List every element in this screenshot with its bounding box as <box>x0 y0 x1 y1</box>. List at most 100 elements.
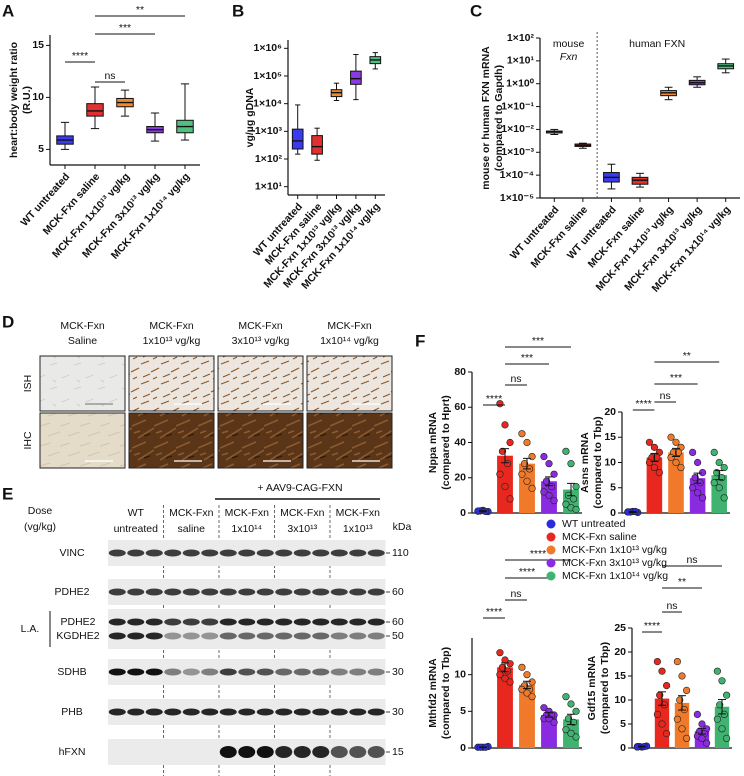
significance-label: *** <box>521 352 533 364</box>
micrograph <box>128 412 215 469</box>
y-tick-label: 1×10⁻³ <box>501 146 534 158</box>
y-tick-label: 1×10⁻² <box>501 123 534 135</box>
blot-band <box>293 668 311 676</box>
blot-band <box>367 708 385 716</box>
blot-band <box>201 618 219 626</box>
data-point <box>498 447 507 455</box>
data-point <box>528 453 536 461</box>
micrograph <box>217 355 304 412</box>
data-point <box>723 734 731 743</box>
blot-band <box>349 549 367 557</box>
significance-label: **** <box>519 566 535 578</box>
data-point <box>528 678 536 686</box>
blot-band <box>349 708 367 716</box>
blot-band <box>293 549 311 557</box>
box <box>350 70 362 85</box>
data-point <box>693 489 702 497</box>
group-label: 1x10¹³ <box>343 523 373 535</box>
blot-band <box>312 549 330 557</box>
legend-swatch <box>546 571 556 581</box>
blot-band <box>256 708 274 716</box>
group-label: 3x10¹³ <box>287 523 317 535</box>
data-point <box>550 470 558 478</box>
blot-band <box>201 549 219 557</box>
data-point <box>674 448 683 457</box>
legend-swatch <box>546 558 556 568</box>
data-point <box>503 460 512 468</box>
blot-band <box>349 588 367 596</box>
blot-band <box>182 588 200 596</box>
data-point <box>567 460 575 468</box>
column-header: 3x10¹³ vg/kg <box>232 335 290 347</box>
y-tick-label: 1×10¹ <box>507 55 535 67</box>
kda-label: 30 <box>392 666 404 678</box>
data-point <box>658 667 666 675</box>
blot-band <box>367 668 385 676</box>
data-point <box>698 720 706 728</box>
data-point <box>718 677 726 685</box>
data-point <box>523 671 531 679</box>
y-tick-label: 15 <box>614 670 626 682</box>
significance-label: ns <box>686 554 697 566</box>
group-label: 1x10¹⁴ <box>231 523 262 535</box>
y-tick-label: 5 <box>38 143 44 155</box>
significance-label: *** <box>670 372 682 384</box>
blot-band <box>312 618 330 626</box>
protein-label: PDHE2 <box>54 586 89 598</box>
legend-swatch <box>546 519 556 529</box>
data-point <box>683 686 691 695</box>
column-header: MCK-Fxn <box>327 320 371 332</box>
y-tick-label: 1×10² <box>507 32 535 44</box>
y-axis-label: Nppa mRNA <box>427 411 439 473</box>
data-point <box>650 443 659 451</box>
blot-band <box>219 549 237 557</box>
blot-band <box>312 708 330 716</box>
kda-label: 60 <box>392 616 404 628</box>
y-axis-label: Mthfd2 mRNA <box>427 658 439 728</box>
y-axis-label: heart:body weight ratio <box>8 42 20 158</box>
y-axis-label: mouse or human FXN mRNA <box>480 46 492 190</box>
y-tick-label: 60 <box>454 401 466 413</box>
blot-band <box>330 618 348 626</box>
blot-band <box>108 588 126 596</box>
blot-strip <box>108 609 386 649</box>
significance-label: ** <box>683 350 691 362</box>
legend-label: MCK-Fxn saline <box>562 531 637 543</box>
data-point <box>713 667 721 675</box>
data-point <box>550 497 558 505</box>
y-tick-label: 1×10⁻⁴ <box>500 169 534 181</box>
data-point <box>564 715 573 723</box>
y-tick-label: 15 <box>32 39 44 51</box>
data-point <box>683 734 691 743</box>
y-tick-label: 0 <box>610 507 616 519</box>
group-label: untreated <box>114 523 159 535</box>
data-point <box>689 448 697 457</box>
blot-band <box>330 549 348 557</box>
blot-band <box>127 668 145 676</box>
kda-label: 30 <box>392 706 404 718</box>
micrograph <box>39 355 126 412</box>
blot-band <box>201 708 219 716</box>
blot-band <box>201 668 219 676</box>
data-point <box>710 448 718 457</box>
data-point <box>518 430 526 438</box>
blot-band <box>275 668 293 676</box>
data-point <box>715 458 723 467</box>
blot-band <box>108 618 126 626</box>
note: human FXN <box>629 38 685 50</box>
data-point <box>518 470 526 478</box>
data-point <box>673 715 681 723</box>
micrograph <box>217 412 304 469</box>
blot-band <box>330 746 348 758</box>
data-point <box>720 463 728 472</box>
y-tick-label: 0 <box>460 507 466 519</box>
y-tick-label: 1×10⁻¹ <box>501 100 534 112</box>
data-point <box>540 453 548 461</box>
blot-band <box>238 708 256 716</box>
data-point <box>567 700 575 708</box>
column-header: MCK-Fxn <box>60 320 104 332</box>
blot-band <box>219 746 237 758</box>
data-point <box>506 495 514 503</box>
micrograph <box>39 412 126 469</box>
data-point <box>528 693 536 701</box>
